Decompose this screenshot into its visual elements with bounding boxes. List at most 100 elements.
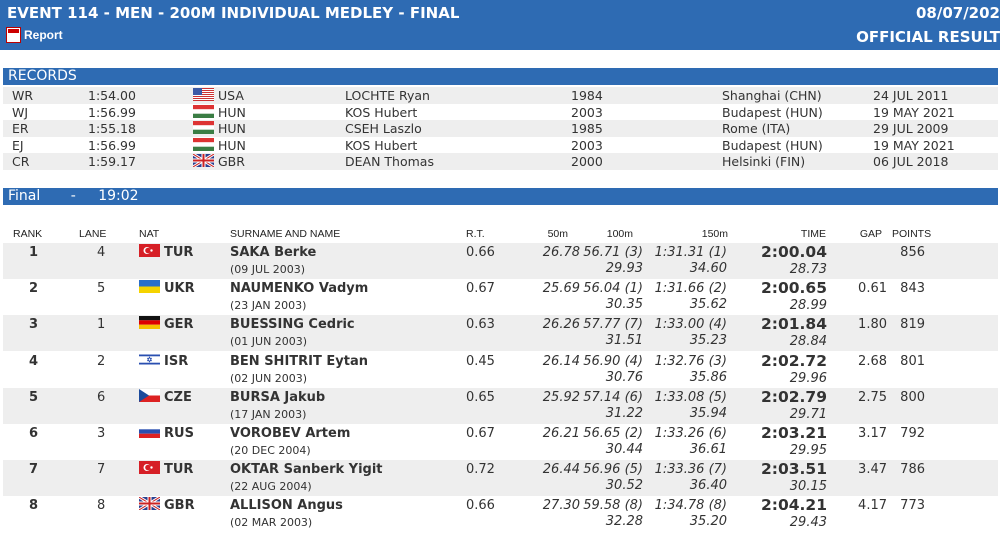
split-50m: 26.78	[542, 245, 580, 260]
birth-date: (23 JAN 2003)	[230, 299, 307, 313]
record-date: 24 JUL 2011	[873, 88, 949, 103]
split-100m: 59.58 (8)	[583, 498, 643, 514]
athlete-name[interactable]: ALLISON Angus	[230, 498, 343, 514]
flag-gbr-icon	[139, 497, 160, 511]
record-year: 2003	[571, 137, 603, 153]
gap: 3.17	[858, 426, 887, 441]
split-150m: 1:31.66 (2)	[654, 281, 727, 297]
athlete-name[interactable]: SAKA Berke	[230, 245, 317, 260]
final-lap: 28.99	[789, 298, 827, 314]
col-lane: LANE	[79, 228, 107, 240]
final-lap: 29.95	[789, 443, 827, 458]
reaction-time: 0.67	[466, 281, 495, 297]
flag-tur-icon	[139, 461, 160, 475]
record-holder: KOS Hubert	[345, 104, 418, 120]
result-row[interactable]: 6 3 RUS VOROBEV Artem (20 DEC 2004) 0.67…	[3, 424, 998, 460]
record-nat: USA	[218, 88, 244, 103]
gap: 3.47	[858, 462, 887, 478]
col-nat: NAT	[139, 228, 160, 240]
split-50m: 25.92	[542, 389, 580, 405]
gap: 2.75	[858, 389, 887, 405]
points: 800	[900, 389, 925, 405]
split-150m-lap: 35.62	[689, 297, 727, 313]
birth-date: (01 JUN 2003)	[230, 335, 308, 349]
birth-date: (17 JAN 2003)	[230, 407, 307, 421]
record-year: 2000	[571, 154, 603, 170]
lane: 7	[97, 462, 106, 478]
record-year: 1984	[571, 88, 603, 103]
split-100m: 56.71 (3)	[583, 245, 643, 260]
athlete-name[interactable]: OKTAR Sanberk Yigit	[230, 462, 383, 478]
final-bar: Final - 19:02	[3, 188, 998, 205]
split-100m-lap: 29.93	[605, 261, 643, 276]
athlete-name[interactable]: NAUMENKO Vadym	[230, 281, 369, 297]
record-row: CR 1:59.17 GBR DEAN Thomas 2000 Helsinki…	[3, 153, 998, 170]
flag-cze-icon	[139, 388, 160, 402]
rank: 7	[29, 462, 39, 478]
nat: GBR	[164, 498, 195, 514]
final-lap: 30.15	[789, 479, 827, 495]
split-100m: 57.77 (7)	[583, 317, 643, 333]
report-link[interactable]: Report	[6, 27, 63, 43]
split-150m-lap: 35.20	[689, 514, 727, 530]
lane: 1	[97, 317, 106, 333]
final-lap: 29.71	[789, 406, 827, 422]
split-100m-lap: 31.22	[605, 405, 643, 421]
pdf-icon	[6, 27, 21, 43]
final-time: 2:00.04	[760, 243, 827, 261]
split-50m: 26.26	[542, 317, 580, 333]
result-row[interactable]: 5 6 CZE BURSA Jakub (17 JAN 2003) 0.65 2…	[3, 387, 998, 424]
result-row[interactable]: 8 8 GBR ALLISON Angus (02 MAR 2003) 0.66…	[3, 496, 998, 532]
record-holder: KOS Hubert	[345, 137, 418, 153]
reaction-time: 0.66	[466, 498, 495, 514]
record-date: 19 MAY 2021	[873, 104, 955, 120]
col-gap: GAP	[859, 228, 882, 240]
lane: 2	[97, 353, 106, 369]
col-rt: R.T.	[466, 228, 485, 240]
split-100m: 56.96 (5)	[583, 462, 643, 478]
reaction-time: 0.65	[466, 389, 495, 405]
lane: 5	[97, 281, 106, 297]
nat: TUR	[164, 245, 194, 260]
athlete-name[interactable]: VOROBEV Artem	[230, 426, 351, 441]
athlete-name[interactable]: BEN SHITRIT Eytan	[230, 353, 368, 369]
record-time: 1:56.99	[88, 137, 136, 153]
nat: GER	[164, 317, 194, 333]
split-150m: 1:34.78 (8)	[654, 498, 727, 514]
final-time: 19:02	[98, 188, 139, 204]
result-row[interactable]: 1 4 TUR SAKA Berke (09 JUL 2003) 0.66 26…	[3, 243, 998, 279]
flag-usa-icon	[193, 88, 214, 101]
lane: 4	[97, 245, 106, 260]
athlete-name[interactable]: BUESSING Cedric	[230, 317, 355, 333]
record-row: WJ 1:56.99 HUN KOS Hubert 2003 Budapest …	[3, 104, 998, 121]
record-type: WJ	[12, 104, 29, 120]
record-place: Helsinki (FIN)	[722, 154, 806, 170]
split-150m-lap: 36.40	[689, 478, 727, 494]
record-place: Budapest (HUN)	[722, 137, 823, 153]
record-place: Rome (ITA)	[722, 121, 791, 137]
nat: RUS	[164, 426, 194, 441]
final-time: 2:03.21	[760, 424, 827, 442]
final-time: 2:00.65	[760, 279, 827, 298]
col-time: TIME	[800, 228, 826, 240]
final-time: 2:01.84	[760, 315, 827, 334]
record-year: 2003	[571, 104, 603, 120]
split-150m-lap: 35.23	[689, 333, 727, 349]
result-row[interactable]: 4 2 ISR BEN SHITRIT Eytan (02 JUN 2003) …	[3, 352, 998, 388]
flag-gbr-icon	[193, 154, 214, 168]
record-row: EJ 1:56.99 HUN KOS Hubert 2003 Budapest …	[3, 137, 998, 154]
athlete-name[interactable]: BURSA Jakub	[230, 389, 326, 405]
result-row[interactable]: 3 1 GER BUESSING Cedric (01 JUN 2003) 0.…	[3, 315, 998, 352]
result-row[interactable]: 7 7 TUR OKTAR Sanberk Yigit (22 AUG 2004…	[3, 460, 998, 497]
final-separator: -	[70, 188, 76, 204]
col-points: POINTS	[892, 228, 932, 240]
split-50m: 27.30	[542, 498, 580, 514]
col-150m: 150m	[701, 228, 728, 240]
record-date: 29 JUL 2009	[873, 121, 949, 137]
record-year: 1985	[571, 121, 603, 137]
record-row: WR 1:54.00 USA LOCHTE Ryan 1984 Shanghai…	[3, 87, 998, 104]
split-150m: 1:31.31 (1)	[654, 245, 727, 260]
result-row[interactable]: 2 5 UKR NAUMENKO Vadym (23 JAN 2003) 0.6…	[3, 279, 998, 315]
split-100m: 56.65 (2)	[583, 426, 643, 441]
reaction-time: 0.63	[466, 317, 495, 333]
